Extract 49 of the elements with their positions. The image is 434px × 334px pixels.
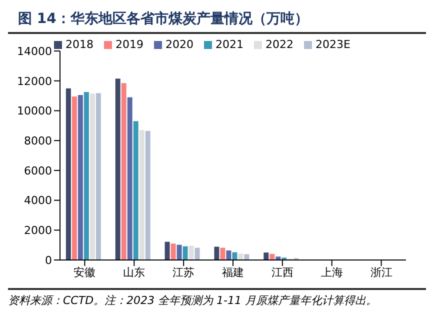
bar bbox=[182, 246, 188, 260]
y-tick-label: 0 bbox=[45, 254, 52, 267]
bar bbox=[270, 254, 275, 260]
bar bbox=[194, 248, 200, 260]
bar bbox=[170, 244, 176, 260]
x-tick-label: 江苏 bbox=[172, 266, 195, 279]
legend-label: 2020 bbox=[166, 38, 194, 51]
legend-label: 2018 bbox=[66, 38, 94, 51]
y-tick-label: 4000 bbox=[24, 194, 52, 208]
bar bbox=[264, 252, 269, 260]
bar bbox=[127, 97, 132, 260]
y-tick-label: 12000 bbox=[17, 74, 52, 88]
bar bbox=[72, 96, 77, 260]
bar bbox=[121, 83, 126, 260]
bar bbox=[145, 130, 150, 260]
bar bbox=[226, 250, 232, 260]
bar bbox=[84, 92, 89, 260]
y-tick-label: 2000 bbox=[24, 224, 52, 238]
bar bbox=[96, 93, 101, 260]
y-tick-label: 8000 bbox=[24, 134, 52, 148]
bar bbox=[220, 248, 226, 260]
bar bbox=[115, 78, 120, 260]
chart-title: 图 14：华东地区各省市煤炭产量情况（万吨） bbox=[8, 8, 426, 34]
bar bbox=[238, 254, 244, 260]
bar bbox=[232, 252, 238, 260]
bar bbox=[176, 244, 182, 260]
legend-label: 2019 bbox=[116, 38, 144, 51]
bar bbox=[133, 121, 138, 260]
y-tick-label: 10000 bbox=[17, 104, 52, 118]
x-tick-label: 江西 bbox=[271, 266, 294, 279]
y-tick-label: 6000 bbox=[24, 164, 52, 178]
bar bbox=[90, 94, 95, 260]
bar bbox=[164, 242, 170, 260]
bar bbox=[188, 246, 194, 260]
text: 资料来源：CCTD。注：2023 全年预测为 1-11 月原煤产量年化计算得出。 bbox=[8, 293, 378, 308]
legend-label: 2023E bbox=[316, 38, 350, 51]
x-tick-label: 福建 bbox=[222, 266, 244, 279]
bar bbox=[78, 95, 83, 260]
x-tick-label: 上海 bbox=[320, 266, 343, 279]
legend-label: 2021 bbox=[216, 38, 244, 51]
bar bbox=[139, 130, 144, 260]
y-tick-label: 14000 bbox=[17, 44, 52, 58]
legend-label: 2022 bbox=[266, 38, 294, 51]
x-tick-label: 浙江 bbox=[370, 266, 392, 279]
bar bbox=[66, 88, 71, 260]
x-tick-label: 山东 bbox=[123, 266, 146, 279]
bar bbox=[214, 246, 220, 260]
bar bbox=[244, 254, 250, 260]
x-tick-label: 安徽 bbox=[74, 266, 96, 279]
